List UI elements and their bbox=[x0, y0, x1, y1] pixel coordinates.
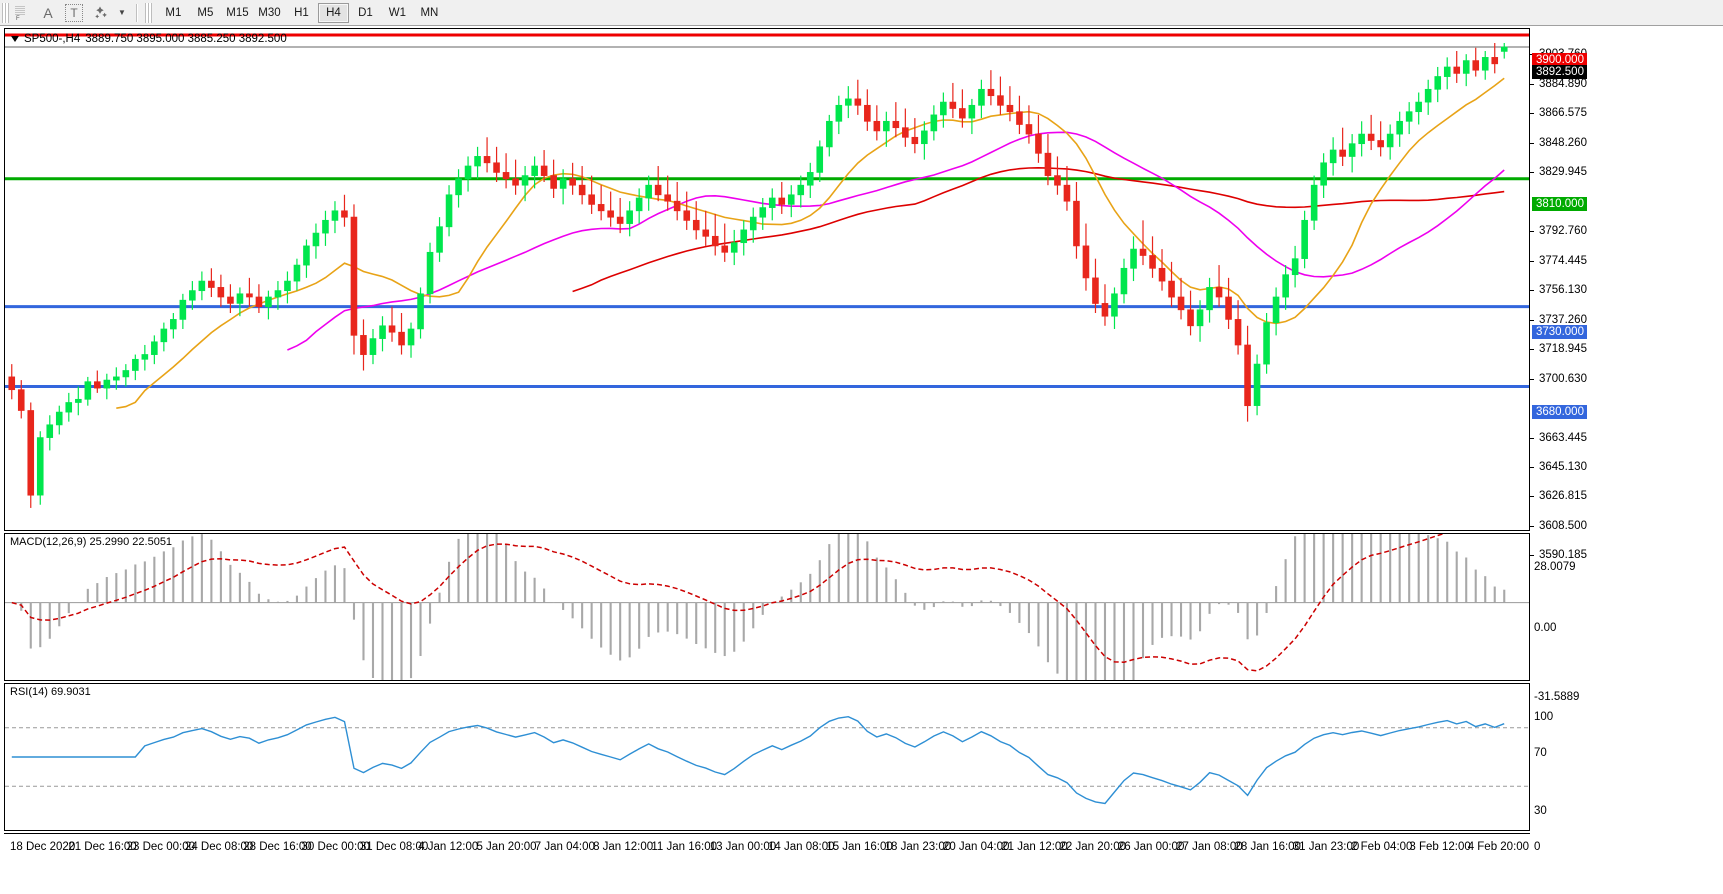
toolbar-grip-2[interactable] bbox=[144, 2, 152, 23]
time-tick: 4 Feb 20:00 bbox=[1467, 841, 1530, 853]
price-tick: 3663.445 bbox=[1530, 432, 1587, 444]
time-tick: 14 Jan 08:00 bbox=[768, 841, 835, 853]
time-tick: 11 Jan 16:00 bbox=[651, 841, 718, 853]
price-tick: 3792.760 bbox=[1530, 225, 1587, 237]
text-label-icon[interactable]: A bbox=[43, 4, 53, 21]
rsi-tick: 0 bbox=[1534, 841, 1541, 853]
timeframe-d1[interactable]: D1 bbox=[358, 6, 373, 19]
time-tick: 23 Dec 00:00 bbox=[126, 841, 196, 853]
timeframe-h4[interactable]: H4 bbox=[317, 2, 349, 23]
macd-tick: 28.0079 bbox=[1534, 561, 1576, 573]
main-toolbar: F A T ▼ M1 M5 M15 M30 H1 H4 D1 W1 MN bbox=[0, 0, 1723, 26]
time-tick: 26 Jan 00:00 bbox=[1117, 841, 1185, 853]
time-tick: 3 Feb 12:00 bbox=[1409, 841, 1471, 853]
rsi-tick: 70 bbox=[1534, 746, 1547, 759]
time-tick: 28 Jan 16:00 bbox=[1234, 841, 1301, 853]
timeframe-mn[interactable]: MN bbox=[420, 6, 439, 19]
time-tick: 21 Dec 16:00 bbox=[68, 841, 137, 853]
time-tick: 5 Jan 20:00 bbox=[476, 841, 537, 853]
price-label-resistance-3900[interactable]: 3900.000 bbox=[1532, 53, 1587, 67]
timeframe-w1[interactable]: W1 bbox=[388, 6, 407, 19]
toolbar-grip-1[interactable] bbox=[2, 2, 9, 23]
price-tick: 3590.185 bbox=[1530, 549, 1587, 561]
collapse-triangle-icon[interactable] bbox=[11, 36, 19, 42]
timeframe-m1[interactable]: M1 bbox=[165, 6, 182, 19]
rsi-label: RSI(14) 69.9031 bbox=[10, 686, 91, 698]
timeframe-m30[interactable]: M30 bbox=[258, 6, 281, 19]
time-tick: 2 Feb 04:00 bbox=[1351, 841, 1413, 853]
macd-pane[interactable]: MACD(12,26,9) 25.2990 22.5051 bbox=[4, 533, 1530, 681]
time-tick: 13 Jan 00:00 bbox=[709, 841, 777, 853]
price-tick: 3756.130 bbox=[1530, 284, 1587, 296]
timeframe-h1[interactable]: H1 bbox=[294, 6, 309, 19]
time-tick: 18 Jan 23:00 bbox=[884, 841, 952, 853]
price-pane[interactable]: SP500-,H4 3889.750 3895.000 3885.250 389… bbox=[4, 28, 1530, 531]
time-tick: 31 Jan 23:00 bbox=[1292, 841, 1360, 853]
symbol-label: SP500-,H4 bbox=[24, 33, 81, 45]
price-label-current-price[interactable]: 3892.500 bbox=[1532, 64, 1587, 79]
time-tick: 21 Jan 12:00 bbox=[1001, 841, 1068, 853]
rsi-tick: 100 bbox=[1534, 711, 1554, 723]
ohlc-values: 3889.750 3895.000 3885.250 3892.500 bbox=[85, 33, 287, 45]
price-tick: 3737.260 bbox=[1530, 314, 1587, 326]
time-tick: 27 Jan 08:00 bbox=[1176, 841, 1243, 853]
macd-chart-canvas bbox=[5, 534, 1529, 680]
objects-dropdown-caret-icon[interactable]: ▼ bbox=[118, 8, 126, 17]
rsi-scale[interactable]: 100 70 30 0 bbox=[1530, 709, 1723, 857]
macd-label: MACD(12,26,9) 25.2990 22.5051 bbox=[10, 536, 173, 548]
symbol-header: SP500-,H4 3889.750 3895.000 3885.250 389… bbox=[11, 33, 287, 45]
price-label-support-3730[interactable]: 3730.000 bbox=[1532, 324, 1587, 339]
time-tick: 31 Dec 08:00 bbox=[359, 841, 429, 853]
price-tick: 3866.575 bbox=[1530, 107, 1587, 119]
price-tick: 3848.260 bbox=[1530, 137, 1587, 149]
time-axis[interactable]: 18 Dec 2020 21 Dec 16:00 23 Dec 00:00 24 De… bbox=[4, 833, 1530, 861]
time-tick: 4 Jan 12:00 bbox=[418, 841, 479, 853]
time-tick: 30 Dec 00:00 bbox=[301, 841, 370, 853]
macd-scale[interactable]: 28.0079 0.00 -31.5889 bbox=[1530, 559, 1723, 707]
price-label-support-3680[interactable]: 3680.000 bbox=[1532, 404, 1587, 419]
toolbar-separator-1 bbox=[135, 3, 138, 22]
price-tick: 3645.130 bbox=[1530, 461, 1587, 473]
time-tick: 7 Jan 04:00 bbox=[534, 841, 595, 853]
price-tick: 3829.945 bbox=[1530, 166, 1587, 178]
timeframe-group: M1 M5 M15 M30 H1 H4 D1 W1 MN bbox=[158, 2, 446, 23]
text-box-icon[interactable]: T bbox=[61, 1, 87, 25]
price-tick: 3884.890 bbox=[1530, 78, 1587, 90]
time-tick: 15 Jan 16:00 bbox=[826, 841, 893, 853]
chart-area: SP500-,H4 3889.750 3895.000 3885.250 389… bbox=[0, 26, 1723, 894]
price-tick: 3774.445 bbox=[1530, 255, 1587, 267]
time-tick: 20 Jan 04:00 bbox=[942, 841, 1010, 853]
price-label-pivot-3810[interactable]: 3810.000 bbox=[1532, 196, 1587, 211]
chart-annotation-text: 多空转折点3810 bbox=[903, 522, 1169, 530]
time-tick: 18 Dec 2020 bbox=[10, 841, 76, 853]
time-tick: 24 Dec 08:00 bbox=[184, 841, 254, 853]
price-scale[interactable]: 3903.7603884.8903866.5753848.2603829.945… bbox=[1530, 48, 1723, 561]
rsi-chart-canvas bbox=[5, 715, 1529, 805]
svg-text:F: F bbox=[16, 16, 20, 21]
price-chart-canvas bbox=[5, 33, 1529, 508]
macd-tick: -31.5889 bbox=[1534, 691, 1580, 703]
timeframe-m15[interactable]: M15 bbox=[226, 6, 249, 19]
price-tick: 3608.500 bbox=[1530, 520, 1587, 532]
price-tick: 3718.945 bbox=[1530, 343, 1587, 355]
price-tick: 3700.630 bbox=[1530, 373, 1587, 385]
objects-icon[interactable] bbox=[87, 1, 113, 25]
price-tick: 3626.815 bbox=[1530, 490, 1587, 502]
rsi-tick: 30 bbox=[1534, 805, 1547, 818]
time-tick: 22 Jan 20:00 bbox=[1059, 841, 1127, 853]
timeframe-m5[interactable]: M5 bbox=[197, 6, 214, 19]
time-tick: 8 Jan 12:00 bbox=[593, 841, 654, 853]
rsi-pane[interactable]: RSI(14) 69.9031 bbox=[4, 683, 1530, 831]
macd-tick: 0.00 bbox=[1534, 621, 1557, 634]
crosshair-icon[interactable]: F bbox=[9, 1, 35, 25]
time-tick: 28 Dec 16:00 bbox=[243, 841, 312, 853]
